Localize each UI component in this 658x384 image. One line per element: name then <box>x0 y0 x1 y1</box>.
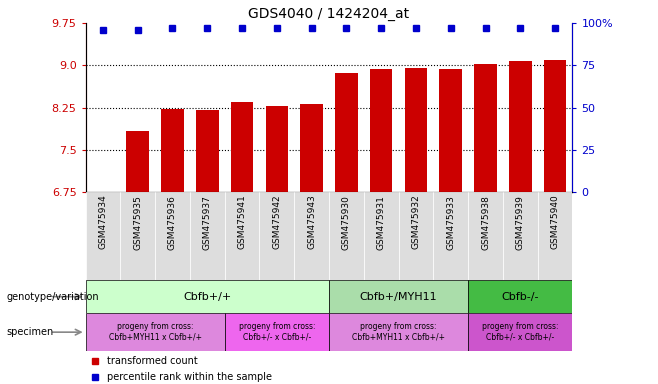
Bar <box>224 192 259 280</box>
Text: percentile rank within the sample: percentile rank within the sample <box>107 372 272 382</box>
Text: GSM475933: GSM475933 <box>446 195 455 250</box>
Bar <box>259 192 294 280</box>
Text: progeny from cross:
Cbfb+MYH11 x Cbfb+/+: progeny from cross: Cbfb+MYH11 x Cbfb+/+ <box>109 323 201 342</box>
Bar <box>509 61 532 192</box>
Text: GSM475936: GSM475936 <box>168 195 177 250</box>
Bar <box>405 68 427 192</box>
Text: genotype/variation: genotype/variation <box>7 291 99 302</box>
Text: progeny from cross:
Cbfb+/- x Cbfb+/-: progeny from cross: Cbfb+/- x Cbfb+/- <box>239 323 315 342</box>
Bar <box>329 280 468 313</box>
Title: GDS4040 / 1424204_at: GDS4040 / 1424204_at <box>249 7 409 21</box>
Bar <box>120 192 155 280</box>
Bar <box>335 73 358 192</box>
Text: transformed count: transformed count <box>107 356 198 366</box>
Text: GSM475932: GSM475932 <box>411 195 420 249</box>
Bar <box>231 102 253 192</box>
Bar <box>224 313 329 351</box>
Bar <box>434 192 468 280</box>
Bar <box>86 192 120 280</box>
Text: GSM475937: GSM475937 <box>203 195 212 250</box>
Bar <box>329 192 364 280</box>
Text: GSM475940: GSM475940 <box>551 195 559 249</box>
Bar <box>399 192 434 280</box>
Text: Cbfb+/+: Cbfb+/+ <box>183 291 232 302</box>
Bar <box>126 131 149 192</box>
Text: GSM475930: GSM475930 <box>342 195 351 250</box>
Text: GSM475939: GSM475939 <box>516 195 525 250</box>
Text: GSM475935: GSM475935 <box>133 195 142 250</box>
Bar <box>86 280 329 313</box>
Bar <box>190 192 224 280</box>
Bar <box>364 192 399 280</box>
Bar <box>196 110 218 192</box>
Text: GSM475943: GSM475943 <box>307 195 316 249</box>
Bar <box>86 313 224 351</box>
Text: GSM475934: GSM475934 <box>99 195 107 249</box>
Text: Cbfb-/-: Cbfb-/- <box>501 291 539 302</box>
Bar <box>468 280 572 313</box>
Bar <box>468 192 503 280</box>
Text: GSM475931: GSM475931 <box>376 195 386 250</box>
Text: GSM475938: GSM475938 <box>481 195 490 250</box>
Bar <box>370 69 392 192</box>
Bar <box>440 69 462 192</box>
Bar <box>294 192 329 280</box>
Text: specimen: specimen <box>7 327 54 337</box>
Bar <box>544 60 567 192</box>
Bar <box>329 313 468 351</box>
Text: progeny from cross:
Cbfb+/- x Cbfb+/-: progeny from cross: Cbfb+/- x Cbfb+/- <box>482 323 559 342</box>
Bar <box>161 109 184 192</box>
Bar <box>300 104 323 192</box>
Text: GSM475942: GSM475942 <box>272 195 282 249</box>
Bar <box>266 106 288 192</box>
Bar <box>468 313 572 351</box>
Bar <box>538 192 572 280</box>
Text: progeny from cross:
Cbfb+MYH11 x Cbfb+/+: progeny from cross: Cbfb+MYH11 x Cbfb+/+ <box>352 323 445 342</box>
Bar <box>155 192 190 280</box>
Bar <box>503 192 538 280</box>
Text: Cbfb+/MYH11: Cbfb+/MYH11 <box>360 291 438 302</box>
Text: GSM475941: GSM475941 <box>238 195 247 249</box>
Bar <box>474 64 497 192</box>
Bar <box>91 192 114 193</box>
